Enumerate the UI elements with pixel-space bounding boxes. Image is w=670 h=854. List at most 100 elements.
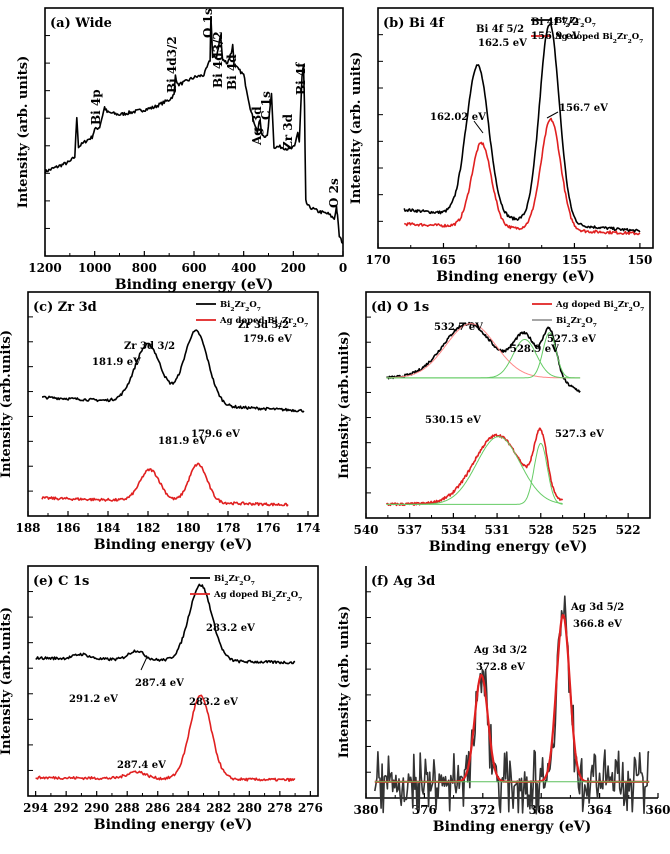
peak-annotation: Bi 4d3/2 [211,31,225,88]
peak-annotation: Zr 3d 5/2 [238,320,289,331]
series-line-ag-doped-fit-530-15-ev [386,436,563,505]
x-tick-label: 182 [135,521,160,535]
peak-annotation: 528.9 eV [510,344,559,355]
peak-annotation: Bi 4f 7/2 [531,17,579,28]
peak-annotation: Bi 4d [225,54,239,90]
peak-annotation: 179.6 eV [243,334,292,345]
chart-title: (b) Bi 4f [383,16,445,31]
x-tick-label: 534 [441,523,466,537]
legend-label: Bi2Zr2O7 [220,300,261,313]
x-tick-label: 276 [298,801,323,815]
peak-annotation: 283.2 eV [189,697,238,708]
x-tick-label: 280 [237,801,262,815]
x-axis-label: Binding energy (eV) [94,537,252,553]
peak-annotation: 291.2 eV [69,694,118,705]
x-axis-label: Binding energy (eV) [436,269,594,285]
x-tick-label: 155 [562,253,587,267]
legend-label: Ag doped Bi2Zr2O7 [219,316,308,329]
chart-panel-b: 170 165 160 155 150 Binding energy (eV) Intens… [349,7,654,285]
chart-panel-a: 1200 1000 800 600 400 200 0 Binding energy (eV)… [16,7,347,293]
chart-panel-c: 188 186 184 182 180 178 176 174 Binding energy (… [0,291,321,553]
x-tick-label: 294 [23,801,48,815]
chart-panel-d: 540 537 534 531 528 525 522 Binding energy (eV)… [337,291,651,555]
x-tick-label: 170 [365,253,390,267]
x-tick-label: 372 [470,803,495,817]
peak-annotation: 156.9 eV [531,31,580,42]
x-tick-label: 531 [485,523,510,537]
peak-annotation: Bi 4p [89,89,103,125]
peak-annotation: Bi 4d3/2 [165,36,179,93]
x-tick-label: 188 [15,521,40,535]
x-tick-label: 380 [353,803,378,817]
y-axis-label: Intensity (arb.units) [0,330,14,478]
peak-annotation: 162.02 eV [430,112,486,123]
peak-annotation: Ag 3d 3/2 [473,645,527,656]
series-line-ag-doped-bi2zr2o7 [35,694,296,782]
series-line-bi2zr2o7 [403,23,641,233]
y-axis-label: Intensity (arb.units) [0,607,14,755]
legend-label: Bi2Zr2O7 [555,16,596,29]
x-tick-label: 528 [528,523,553,537]
x-tick-label: 368 [529,803,554,817]
x-tick-label: 290 [84,801,109,815]
x-tick-label: 160 [496,253,521,267]
x-tick-label: 537 [397,523,422,537]
x-tick-label: 180 [175,521,200,535]
peak-annotation: Zr 3d [281,113,295,150]
x-tick-label: 174 [295,521,320,535]
x-tick-label: 364 [587,803,612,817]
y-axis-label: Intensity (arb. units) [349,52,364,204]
chart-panel-e: 294 292 290 288 286 284 282 280 278 276 Binding en… [0,565,323,833]
peak-annotation: 530.15 eV [425,415,481,426]
x-tick-label: 376 [412,803,437,817]
x-tick-label: 540 [353,523,378,537]
x-axis-label: Binding energy (eV) [94,817,252,833]
x-tick-label: 184 [95,521,120,535]
peak-annotation: 181.9 eV [158,436,207,447]
chart-title: (a) Wide [50,16,112,31]
series-line-ag-doped-raw [385,427,564,507]
x-tick-label: 0 [339,261,347,275]
series-line-ag-doped-bi2zr2o7 [404,117,641,236]
plot-frame [377,7,654,249]
x-tick-label: 150 [627,253,652,267]
peak-annotation: Ag 3d [250,106,264,146]
series-line-survey [44,15,344,245]
peak-annotation: 181.9 eV [92,357,141,368]
x-tick-label: 176 [255,521,280,535]
x-tick-label: 292 [54,801,79,815]
annotation-arrow [473,120,484,134]
peak-annotation: C 1s [259,91,273,120]
peak-annotation: 532.7 eV [434,322,483,333]
legend-label: Bi2Zr2O7 [214,574,255,587]
peak-annotation: 156.7 eV [559,103,608,114]
peak-annotation: 372.8 eV [476,662,525,673]
peak-annotation: 287.4 eV [117,760,166,771]
x-tick-label: 525 [572,523,597,537]
series-line-ag-doped-bi2zr2o7 [41,462,289,507]
peak-annotation: Ag 3d 5/2 [570,602,624,613]
plot-frame [27,291,319,517]
x-axis-label: Binding energy (eV) [433,819,591,835]
y-axis-label: Intensity (arb. units) [337,606,352,758]
series-line-bi2zr2o7 [35,583,296,665]
peak-annotation: Bi 4f [294,62,308,95]
x-tick-label: 200 [281,261,306,275]
x-tick-label: 178 [215,521,240,535]
x-tick-label: 288 [115,801,140,815]
x-axis-label: Binding energy (eV) [115,277,273,293]
series-line-fit [374,614,650,783]
x-axis-label: Binding energy (eV) [429,539,587,555]
series-line-bi2zr2o7-fit-527-3-ev [386,332,581,379]
y-axis-label: Intensity (arb. units) [16,56,31,208]
x-tick-label: 278 [267,801,292,815]
annotation-arrow [546,111,559,119]
x-tick-label: 284 [176,801,201,815]
chart-title: (f) Ag 3d [371,574,435,589]
plot-frame [365,291,651,519]
series-line-ag-doped-fit-527-3-ev [386,442,563,505]
series-line-bi2zr2o7 [42,329,305,413]
peak-annotation: 287.4 eV [135,678,184,689]
peak-annotation: O 2s [327,178,341,208]
